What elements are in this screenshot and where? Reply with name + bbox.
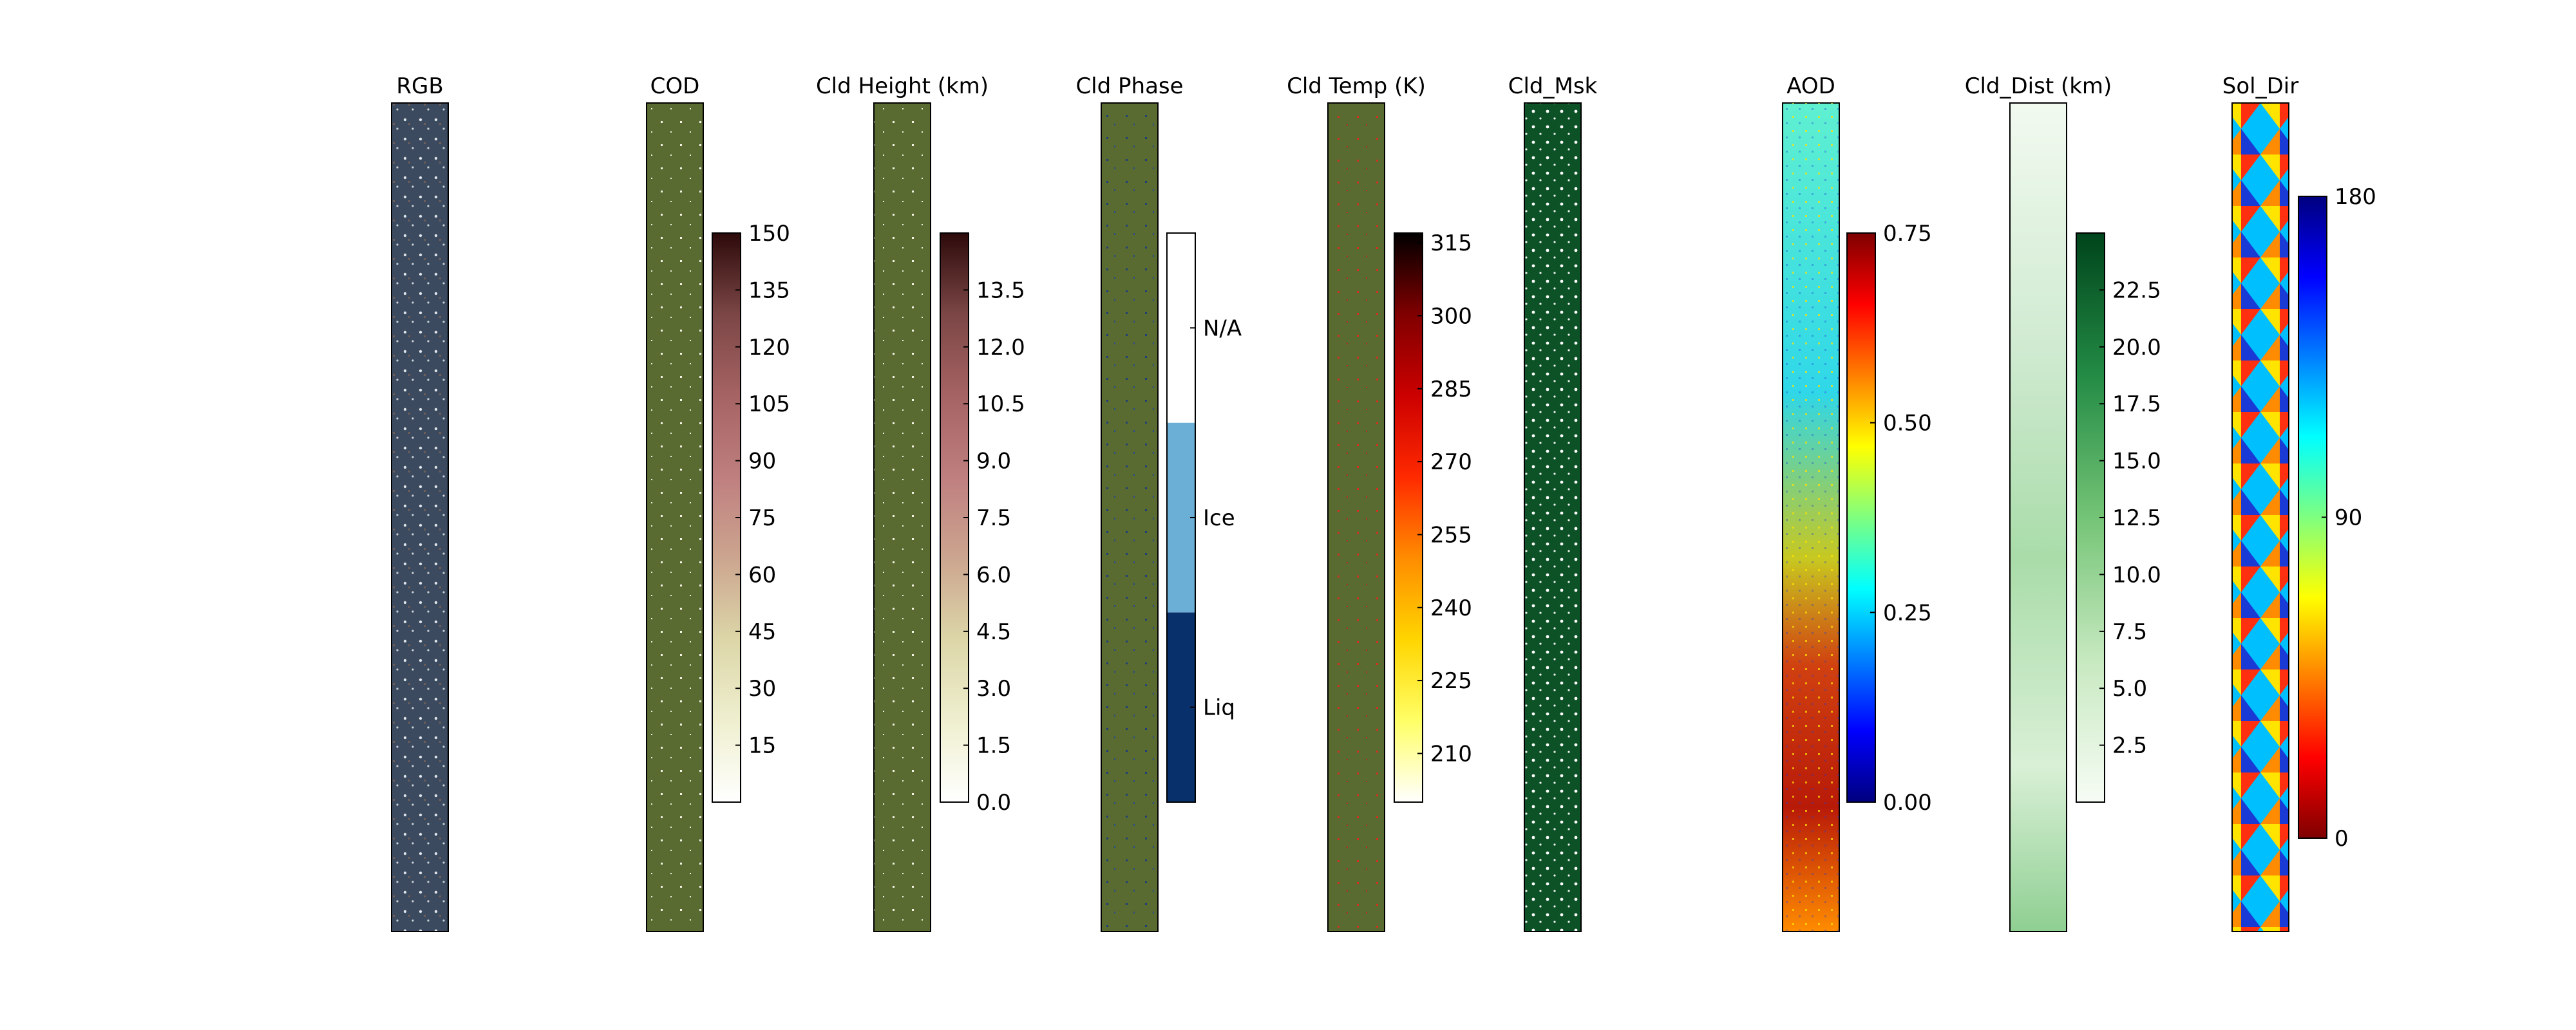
colorbar-tick-label: 60 (748, 562, 776, 588)
colorbar: 15 30 45 60 75 90 105 120 135 150 (712, 221, 790, 803)
colorbar-tick-label: 17.5 (2112, 391, 2161, 417)
colorbar-tick-label: 75 (748, 505, 776, 531)
colorbar: 0.00 0.25 0.50 0.75 (1846, 221, 1932, 816)
colorbar-frame (1846, 232, 1876, 803)
colorbar-gradient (1394, 233, 1423, 802)
colorbar-tick-label: 150 (748, 221, 790, 247)
colorbar-tick-label: 210 (1430, 741, 1472, 767)
category-label: Ice (1203, 505, 1235, 531)
panel-title: Cld Temp (K) (1287, 73, 1426, 99)
colorbar: 0 90 180 (2298, 184, 2376, 852)
colorbar-tick-label: 285 (1430, 377, 1472, 402)
colorbar-tick-label: 4.5 (976, 619, 1011, 645)
image-strip-4 (1101, 102, 1159, 932)
image-strip-5 (1327, 102, 1385, 932)
panel-title: COD (650, 73, 700, 99)
colorbar-tick-label: 45 (748, 619, 776, 645)
panel-3: Cld Height (km) 0.0 1.5 3.0 4.5 6.0 7.5 9.0 10.5… (816, 73, 1025, 932)
colorbar: 0.0 1.5 3.0 4.5 6.0 7.5 9.0 10.5 12.0 13.5 (940, 232, 1025, 816)
panel-title: Cld Phase (1075, 73, 1183, 99)
colorbar-tick-label: 0.75 (1883, 221, 1932, 247)
colorbar-gradient (1847, 233, 1875, 802)
category-label: N/A (1203, 315, 1242, 341)
colorbar-tick-label: 90 (748, 449, 776, 474)
colorbar-tick-label: 180 (2334, 184, 2376, 210)
colorbar-tick-label: 225 (1430, 668, 1472, 694)
colorbar: 210 225 240 255 270 285 300 315 (1394, 230, 1472, 803)
colorbar-tick-label: 2.5 (2112, 733, 2147, 759)
colorbar-tick-label: 10.0 (2112, 562, 2161, 588)
colorbar-tick-label: 15.0 (2112, 449, 2161, 474)
category-label: Liq (1203, 695, 1235, 721)
panel-title: Cld_Dist (km) (1965, 73, 2112, 99)
colorbar-tick-label: 5.0 (2112, 676, 2147, 702)
colorbar-tick-label: 10.5 (976, 391, 1025, 417)
image-strip-6 (1524, 102, 1582, 932)
image-strip-8 (2009, 102, 2067, 932)
image-strip-9 (2231, 102, 2289, 932)
colorbar-tick-label: 3.0 (976, 676, 1011, 702)
panel-6: Cld_Msk (1508, 73, 1598, 932)
colorbar-tick-label: 12.5 (2112, 505, 2161, 531)
colorbar-tick-label: 315 (1430, 230, 1472, 256)
image-strip-3 (873, 102, 931, 932)
colorbar-tick-label: 135 (748, 277, 790, 303)
colorbar-tick-label: 120 (748, 335, 790, 360)
colorbar-tick-label: 7.5 (2112, 619, 2147, 645)
colorbar-tick-label: 0.50 (1883, 411, 1932, 436)
colorbar-tick-label: 0.25 (1883, 600, 1932, 626)
colorbar-tick-label: 105 (748, 391, 790, 417)
panel-title: Cld_Msk (1508, 73, 1598, 99)
colorbar-tick-label: 1.5 (976, 733, 1011, 759)
colorbar-tick-label: 15 (748, 733, 776, 759)
colorbar-frame (2298, 196, 2327, 839)
colorbar-tick-label: 90 (2334, 505, 2362, 531)
colorbar-tick-label: 0.00 (1883, 790, 1932, 816)
colorbar-frame (1166, 232, 1196, 803)
panel-title: RGB (396, 73, 443, 99)
colorbar-tick-label: 22.5 (2112, 277, 2161, 303)
panel-1: RGB (391, 73, 449, 932)
colorbar-tick-label: 0 (2334, 826, 2349, 852)
colorbar-tick-label: 240 (1430, 595, 1472, 621)
panel-title: Sol_Dir (2222, 73, 2298, 99)
image-strip-2 (646, 102, 704, 932)
colorbar-tick-label: 255 (1430, 522, 1472, 548)
colorbar-frame (940, 232, 969, 803)
colorbar-tick-label: 6.0 (976, 562, 1011, 588)
colorbar-tick-label: 13.5 (976, 277, 1025, 303)
aod-texture (1783, 103, 1839, 932)
colorbar-frame (1394, 232, 1423, 803)
panel-2: COD 15 30 45 60 75 90 105 120 135 150 (646, 73, 790, 932)
colorbar-tick-label: 20.0 (2112, 335, 2161, 360)
colorbar-tick-label: 270 (1430, 449, 1472, 475)
panel-8: Cld_Dist (km) 2.5 5.0 7.5 10.0 12.5 15.0 17.5 20… (1965, 73, 2161, 932)
colorbar-frame (2076, 232, 2105, 803)
colorbar-frame (712, 232, 741, 803)
colorbar-tick-label: 30 (748, 676, 776, 702)
panel-9: Sol_Dir 0 90 180 (2222, 73, 2376, 932)
colorbar-tick-label: 300 (1430, 303, 1472, 329)
colorbar-tick-label: 12.0 (976, 335, 1025, 360)
colorbar-tick-label: 0.0 (976, 790, 1011, 816)
panel-title: Cld Height (km) (816, 73, 989, 99)
colorbar-tick-label: 7.5 (976, 505, 1011, 531)
panel-5: Cld Temp (K) 210 225 240 255 270 285 300 315 (1287, 73, 1472, 932)
colorbar: 2.5 5.0 7.5 10.0 12.5 15.0 17.5 20.0 22.5 (2076, 232, 2161, 803)
panel-title: AOD (1786, 73, 1835, 99)
image-strip-1 (391, 102, 449, 932)
colorbar-tick-label: 9.0 (976, 449, 1011, 474)
colorbar: Liq Ice N/A (1166, 232, 1242, 803)
panel-7: AOD 0.00 0.25 0.50 0.75 (1782, 73, 1932, 932)
panel-4: Cld Phase Liq Ice N/A (1075, 73, 1242, 932)
